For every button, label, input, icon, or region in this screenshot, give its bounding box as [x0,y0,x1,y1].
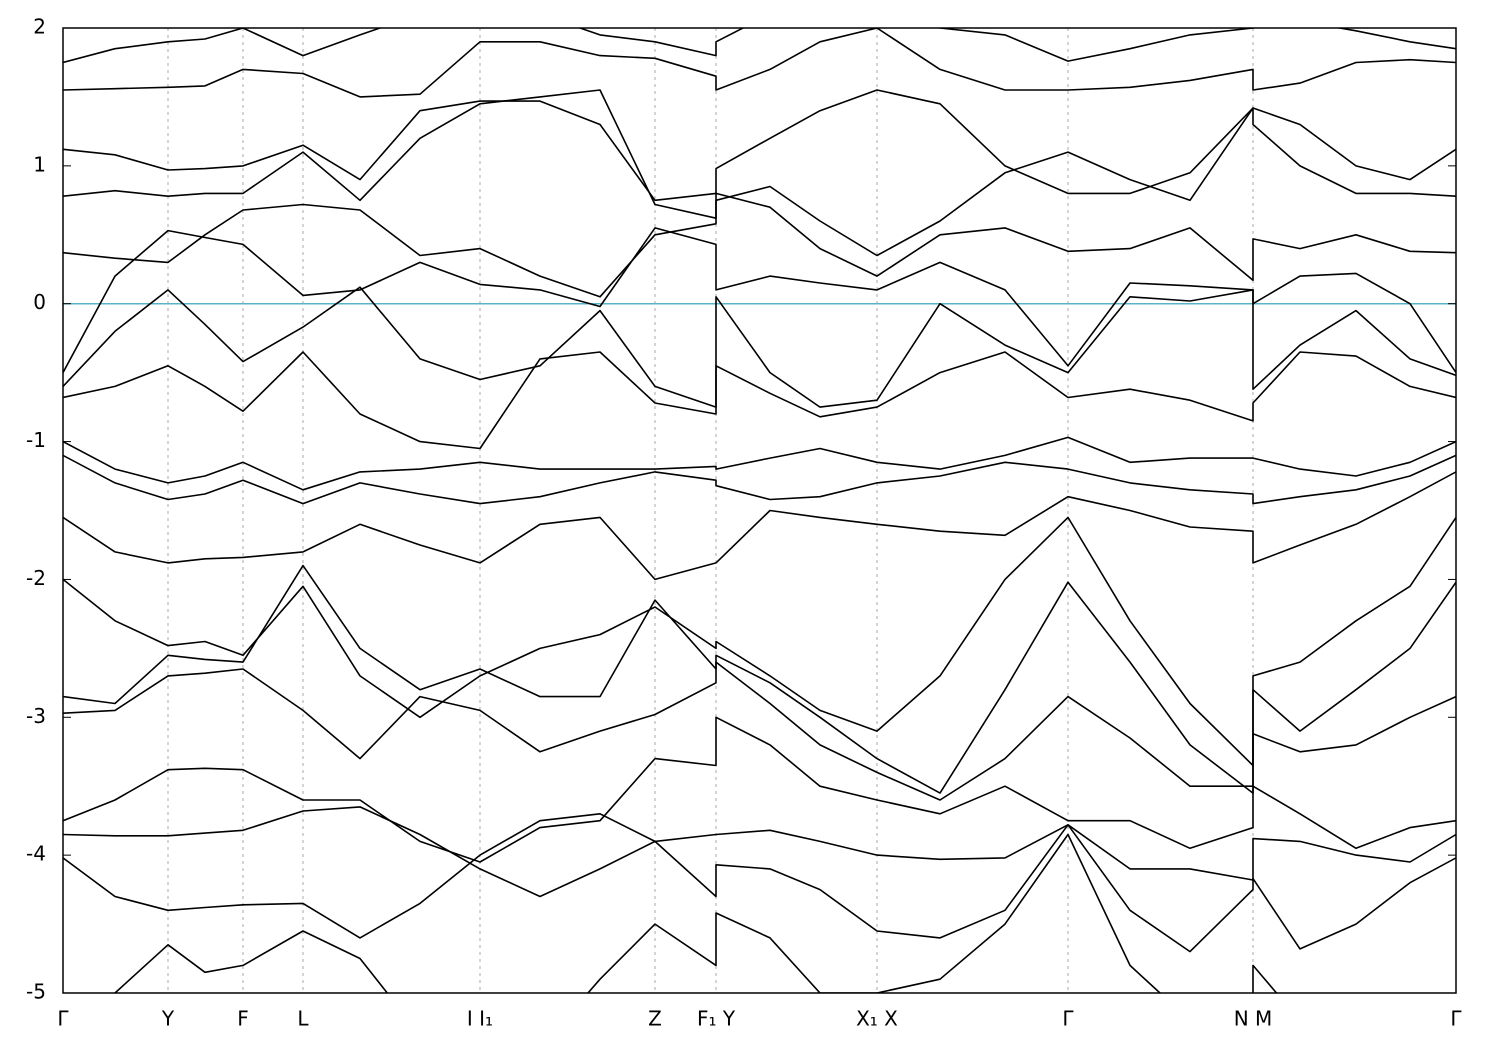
band-line [63,813,1456,953]
y-tick-label: 1 [33,152,46,176]
grid [63,28,1456,993]
band-line [63,28,1456,98]
band-line [63,471,1456,581]
band-line [63,716,1456,863]
x-tick-label: Y [161,1007,175,1031]
band-line [63,192,1456,298]
y-tick-label: -3 [26,704,46,728]
band-line [63,28,1456,64]
x-tick-label: N M [1234,1007,1273,1031]
band-line [63,351,1456,450]
x-tick-label: Γ [1062,1007,1074,1031]
band-line [113,833,1278,993]
y-tick-label: -4 [26,842,46,866]
x-tick-label: X₁ X [856,1007,898,1031]
x-tick-label: L [297,1007,309,1031]
y-tick-label: -2 [26,566,46,590]
band-line [63,436,1456,491]
x-tick-label: I I₁ [467,1007,493,1031]
x-tick-label: Γ [1450,1007,1462,1031]
y-tick-label: 0 [33,290,46,314]
y-tick-label: 2 [33,15,46,39]
band-line [63,89,1456,257]
bands [63,28,1456,993]
band-line [63,89,1456,202]
plot-frame [62,27,1457,994]
band-line [63,806,1456,898]
y-tick-label: -1 [26,428,46,452]
x-tick-label: Γ [57,1007,69,1031]
x-tick-label: F₁ Y [697,1007,736,1031]
x-tick-label: F [237,1007,249,1031]
band-line [63,661,1456,801]
band-line [63,454,1456,505]
axes: -5 -4 -3 -2 -1 0 1 2 Γ Y F L I I₁ Z F₁ Y X₁ X Γ N M Γ [26,15,1462,1031]
x-tick-label: Z [648,1007,662,1031]
band-line [63,286,1456,408]
y-tick-label: -5 [26,980,46,1004]
